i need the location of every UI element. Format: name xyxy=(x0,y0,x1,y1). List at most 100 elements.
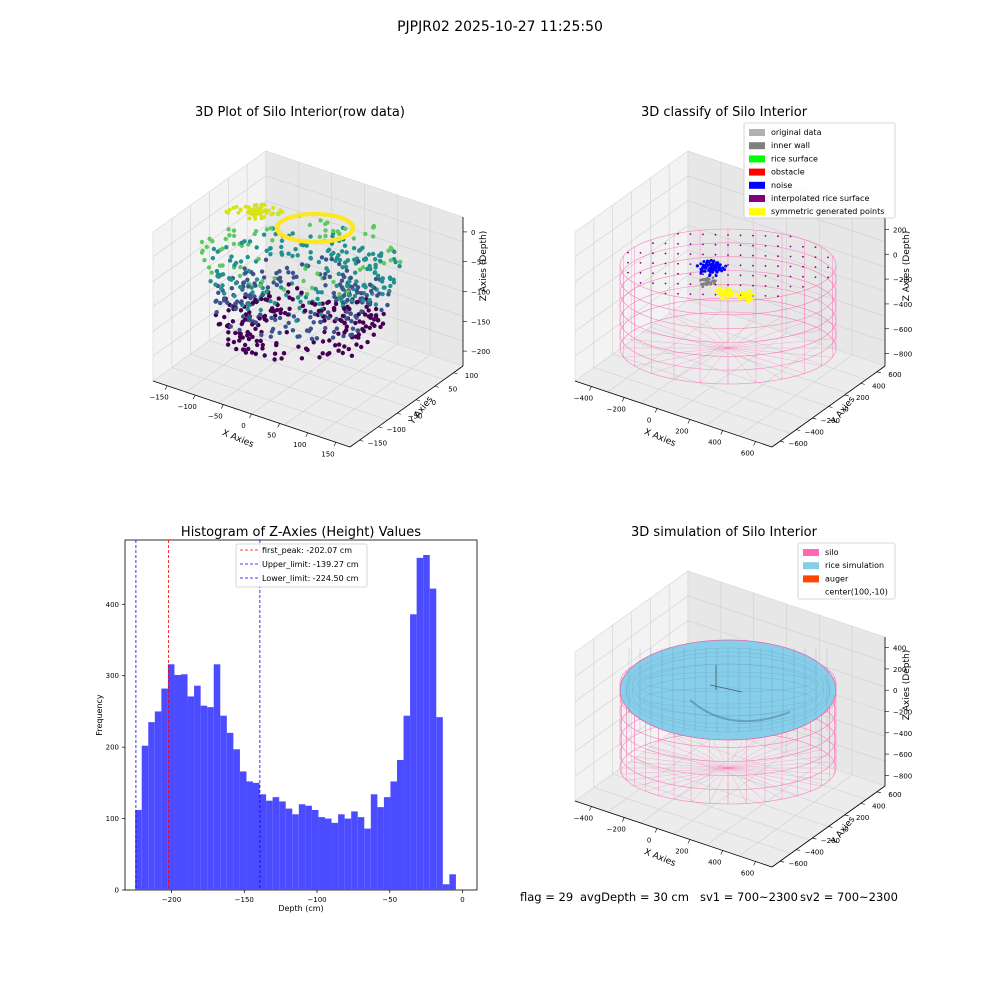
scan-point xyxy=(345,297,350,303)
scan-point xyxy=(214,310,219,315)
silo-spoke xyxy=(658,767,729,796)
hist-bar xyxy=(370,794,378,890)
z-tick-label: 0 xyxy=(893,251,897,259)
scan-point xyxy=(247,239,253,244)
scan-point xyxy=(271,205,276,210)
scan-point xyxy=(237,334,243,339)
scan-point xyxy=(257,209,262,214)
scan-point xyxy=(246,346,251,352)
scan-point xyxy=(281,351,287,356)
hist-bar xyxy=(357,817,365,890)
scan-point xyxy=(322,318,327,323)
silo-spoke xyxy=(699,347,729,383)
interpolated-point xyxy=(677,272,679,275)
scan-point xyxy=(223,236,228,242)
scan-point xyxy=(228,324,233,329)
silo-spoke xyxy=(626,755,729,769)
raw-point-cloud xyxy=(199,202,403,362)
scan-point xyxy=(373,262,378,268)
scan-point xyxy=(336,331,341,336)
silo-spoke xyxy=(727,740,798,769)
scan-point xyxy=(330,233,335,239)
noise-point xyxy=(712,259,716,263)
scan-point xyxy=(263,257,269,262)
scan-point xyxy=(356,332,361,337)
hist-bar xyxy=(233,749,240,890)
noise-point xyxy=(720,269,724,273)
silo-spoke xyxy=(727,313,757,349)
scan-point xyxy=(345,304,350,309)
hist-bar xyxy=(220,715,227,890)
hist-bar xyxy=(292,814,299,890)
scan-point xyxy=(237,327,242,333)
y-tick xyxy=(415,399,420,402)
interpolated-point xyxy=(702,233,704,236)
silo-spoke xyxy=(727,767,830,781)
scan-point xyxy=(268,252,273,257)
hist-bar xyxy=(226,732,234,890)
scan-point xyxy=(253,326,258,331)
scan-point xyxy=(290,328,296,333)
hist-bar xyxy=(416,557,424,890)
hist-bar xyxy=(410,614,417,890)
scan-point xyxy=(222,314,227,320)
scan-point xyxy=(258,307,263,313)
interpolated-point xyxy=(714,233,717,236)
scan-point xyxy=(253,229,259,234)
scan-point xyxy=(325,300,330,305)
scan-point xyxy=(286,282,291,287)
scan-point xyxy=(259,202,264,207)
scan-point xyxy=(209,270,214,275)
scan-point xyxy=(363,324,369,329)
y-tick-label: 0 xyxy=(844,406,848,414)
silo-spoke xyxy=(621,767,729,775)
scan-point xyxy=(354,279,359,284)
y-tick xyxy=(796,849,801,851)
hist-legend: first_peak: -202.07 cm Upper_limit: -139.… xyxy=(235,543,368,588)
scan-point xyxy=(336,296,341,301)
interpolated-point xyxy=(752,244,754,247)
hist-bar xyxy=(403,715,411,890)
scan-point xyxy=(333,343,338,348)
y-tick-label: −50 xyxy=(408,412,423,420)
legend-swatch xyxy=(803,549,819,556)
scan-point xyxy=(220,246,225,251)
scan-point xyxy=(341,306,347,311)
symmetric-point xyxy=(738,297,742,301)
scan-point xyxy=(314,336,320,341)
classify-silo-wireframe xyxy=(619,228,837,385)
x-tick-label: 0 xyxy=(460,896,464,904)
symmetric-point xyxy=(747,289,751,293)
x-tick-label: 0 xyxy=(647,837,651,845)
panel-simulation: 3D simulation of Silo Interior −400 −200 0… xyxy=(574,525,912,878)
z-tick-label: −50 xyxy=(471,259,486,267)
scan-point xyxy=(274,282,280,288)
scan-point xyxy=(317,234,322,239)
noise-point xyxy=(710,267,714,271)
scan-point xyxy=(241,281,246,286)
scan-point xyxy=(397,264,402,269)
y-tick-label: 0 xyxy=(115,887,119,895)
interpolated-point xyxy=(639,262,642,264)
scan-point xyxy=(246,284,251,289)
scan-point xyxy=(219,286,224,291)
scan-point xyxy=(349,332,355,337)
hist-bar xyxy=(338,814,345,890)
scan-point xyxy=(300,303,306,308)
scan-point xyxy=(308,255,313,261)
hist-bar xyxy=(148,722,155,890)
symmetric-point xyxy=(716,292,721,296)
hist-bar xyxy=(364,828,371,890)
scan-point xyxy=(349,319,354,324)
scan-point xyxy=(361,283,366,288)
classify-legend: original data inner wall rice surface obsta… xyxy=(743,122,896,219)
scan-point xyxy=(246,303,252,308)
raw-xlabel: X Axies xyxy=(220,428,255,450)
y-tick xyxy=(812,417,817,420)
symmetric-point xyxy=(739,290,743,295)
scan-point xyxy=(268,334,273,339)
legend-label: first_peak: -202.07 cm xyxy=(262,546,352,555)
noise-point xyxy=(709,258,713,262)
scan-point xyxy=(311,320,316,325)
scan-point xyxy=(344,316,349,321)
